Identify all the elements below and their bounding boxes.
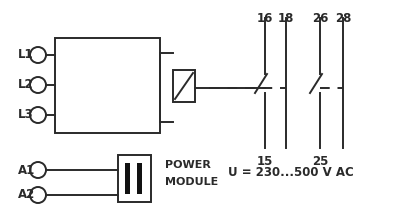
Text: 26: 26: [312, 12, 328, 25]
Text: POWER: POWER: [165, 160, 211, 170]
Text: MODULE: MODULE: [165, 177, 218, 187]
Bar: [173, 70, 195, 102]
Text: L2: L2: [18, 78, 33, 91]
Text: 16: 16: [257, 12, 273, 25]
Bar: [137, 163, 142, 194]
Bar: [118, 155, 151, 202]
Text: 18: 18: [278, 12, 294, 25]
Text: A2: A2: [18, 188, 35, 202]
Text: U = 230...500 V AC: U = 230...500 V AC: [228, 167, 354, 180]
Text: L1: L1: [18, 48, 33, 62]
Text: 28: 28: [335, 12, 351, 25]
Bar: [55, 38, 160, 133]
Text: 25: 25: [312, 155, 328, 168]
Text: A1: A1: [18, 163, 35, 176]
Text: 15: 15: [257, 155, 273, 168]
Text: L3: L3: [18, 109, 33, 122]
Bar: [125, 163, 130, 194]
